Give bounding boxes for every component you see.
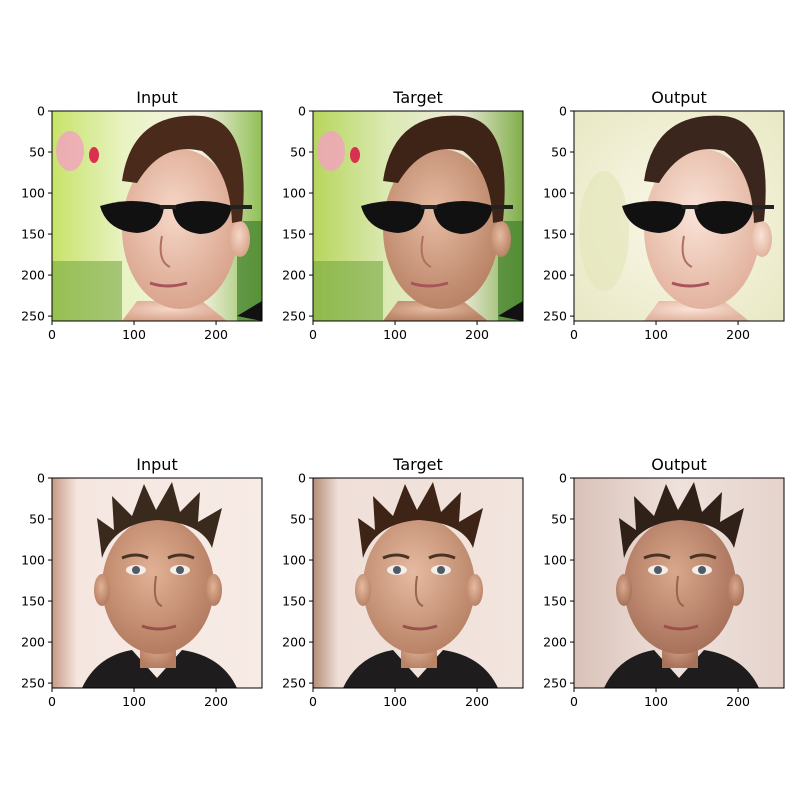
y-tick-label: 50	[290, 512, 306, 527]
y-tick-label: 250	[21, 676, 45, 691]
y-tick-label: 200	[282, 268, 306, 283]
x-tick-label: 200	[465, 694, 489, 709]
face-image	[574, 111, 784, 321]
y-tick-label: 250	[543, 676, 567, 691]
panel-title: Input	[136, 455, 177, 474]
panel-title: Output	[651, 455, 707, 474]
y-tick-label: 200	[543, 635, 567, 650]
face-image	[52, 478, 262, 688]
y-tick-label: 250	[282, 676, 306, 691]
y-tick-label: 100	[282, 186, 306, 201]
y-tick-label: 250	[282, 309, 306, 324]
axes-frame	[573, 477, 785, 689]
y-tick-label: 150	[543, 227, 567, 242]
panel-title: Target	[392, 455, 443, 474]
y-tick-label: 150	[282, 227, 306, 242]
y-tick-label: 0	[559, 104, 567, 119]
y-tick-label: 150	[543, 594, 567, 609]
y-tick-label: 50	[551, 145, 567, 160]
x-tick-label: 200	[204, 694, 228, 709]
panel-title: Input	[136, 88, 177, 107]
y-tick-label: 0	[37, 471, 45, 486]
x-tick-label: 0	[570, 327, 578, 342]
x-tick-label: 0	[309, 327, 317, 342]
y-tick-label: 200	[282, 635, 306, 650]
x-tick-label: 100	[383, 327, 407, 342]
y-tick-label: 200	[21, 635, 45, 650]
x-tick-label: 0	[570, 694, 578, 709]
y-tick-label: 50	[29, 145, 45, 160]
panel-title: Target	[392, 88, 443, 107]
x-tick-label: 100	[644, 694, 668, 709]
x-tick-label: 100	[383, 694, 407, 709]
y-tick-label: 50	[551, 512, 567, 527]
y-tick-label: 50	[29, 512, 45, 527]
axes-frame	[312, 477, 524, 689]
x-tick-label: 200	[204, 327, 228, 342]
y-tick-label: 0	[559, 471, 567, 486]
y-tick-label: 100	[543, 186, 567, 201]
x-tick-label: 100	[122, 327, 146, 342]
x-tick-label: 0	[309, 694, 317, 709]
y-tick-label: 0	[298, 104, 306, 119]
axes-frame	[51, 110, 263, 322]
panel-title: Output	[651, 88, 707, 107]
x-tick-label: 0	[48, 327, 56, 342]
y-tick-label: 100	[543, 553, 567, 568]
axes-frame	[51, 477, 263, 689]
x-tick-label: 200	[465, 327, 489, 342]
x-tick-label: 100	[644, 327, 668, 342]
axes-frame	[573, 110, 785, 322]
x-tick-label: 100	[122, 694, 146, 709]
x-tick-label: 200	[726, 327, 750, 342]
y-tick-label: 0	[37, 104, 45, 119]
y-tick-label: 250	[21, 309, 45, 324]
x-tick-label: 0	[48, 694, 56, 709]
face-image	[313, 111, 523, 321]
y-tick-label: 200	[543, 268, 567, 283]
y-tick-label: 250	[543, 309, 567, 324]
y-tick-label: 150	[21, 594, 45, 609]
y-tick-label: 200	[21, 268, 45, 283]
y-tick-label: 100	[21, 553, 45, 568]
axes-frame	[312, 110, 524, 322]
y-tick-label: 150	[282, 594, 306, 609]
y-tick-label: 50	[290, 145, 306, 160]
y-tick-label: 150	[21, 227, 45, 242]
y-tick-label: 100	[21, 186, 45, 201]
x-tick-label: 200	[726, 694, 750, 709]
y-tick-label: 100	[282, 553, 306, 568]
y-tick-label: 0	[298, 471, 306, 486]
face-image	[313, 478, 523, 688]
face-image	[52, 111, 262, 321]
face-image	[574, 478, 784, 688]
